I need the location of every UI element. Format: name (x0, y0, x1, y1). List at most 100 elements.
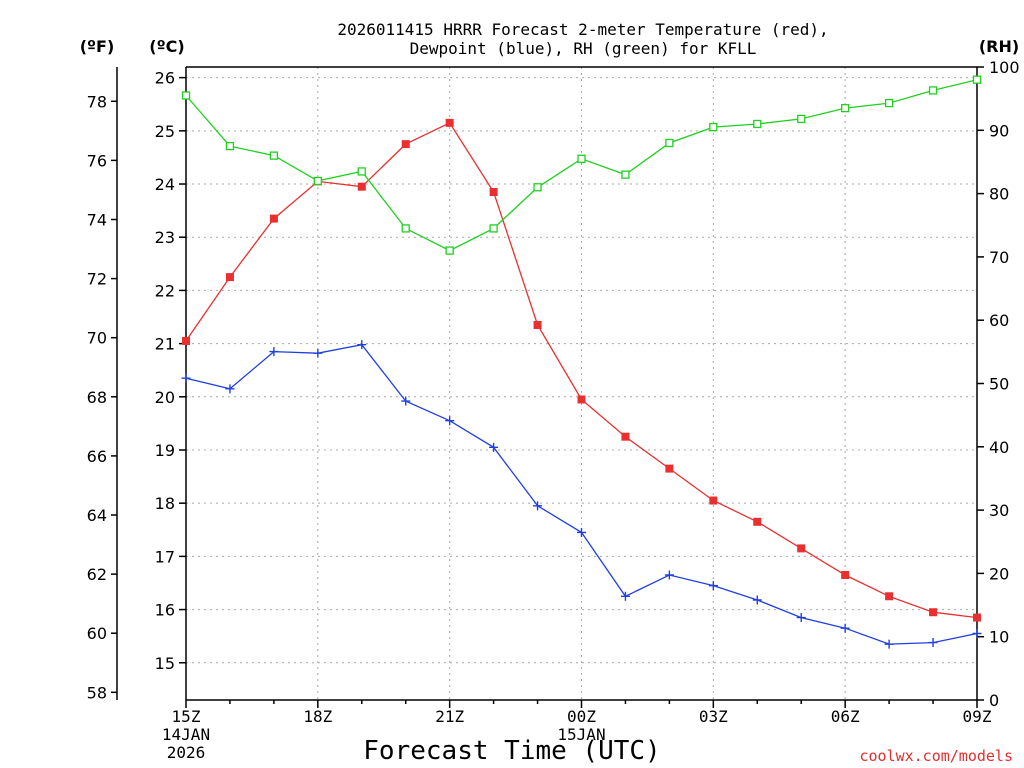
celsius-tick-label: 25 (155, 122, 175, 141)
x-tick-label: 2026 (167, 743, 206, 762)
dewpoint-point (796, 613, 806, 623)
rh-point (489, 224, 498, 233)
2-meter-temperature-point (973, 613, 981, 622)
rh-tick-label: 30 (989, 501, 1009, 520)
rh-tick-label: 70 (989, 248, 1009, 267)
dewpoint-point (533, 501, 543, 511)
2-meter-temperature-point (621, 432, 630, 441)
fahrenheit-tick-label: 64 (87, 506, 107, 525)
2-meter-temperature-point (225, 273, 234, 282)
dewpoint-point (972, 629, 982, 639)
celsius-tick-label: 19 (155, 441, 175, 460)
x-tick-label: 18Z (303, 707, 332, 726)
rh-point (445, 246, 454, 255)
rh-tick-label: 50 (989, 375, 1009, 394)
2-meter-temperature-point (841, 570, 850, 579)
fahrenheit-tick-label: 58 (87, 683, 107, 702)
rh-point (313, 176, 322, 186)
rh-point (884, 98, 894, 108)
2-meter-temperature-point (182, 336, 190, 345)
x-tick-label: 06Z (831, 707, 860, 726)
2-meter-temperature-point (753, 517, 762, 526)
celsius-tick-label: 23 (155, 228, 175, 247)
celsius-tick-label: 17 (155, 547, 175, 566)
unit-celsius-label: (ºC) (149, 37, 184, 56)
rh-tick-label: 60 (989, 311, 1009, 330)
dewpoint-point (840, 623, 850, 633)
fahrenheit-tick-label: 68 (87, 388, 107, 407)
celsius-tick-label: 24 (155, 175, 175, 194)
celsius-tick-label: 26 (155, 69, 175, 88)
2-meter-temperature-point (445, 118, 454, 127)
dewpoint-point (752, 595, 762, 605)
rh-tick-label: 90 (989, 121, 1009, 140)
dewpoint-point (928, 638, 938, 648)
celsius-tick-label: 21 (155, 335, 175, 354)
dewpoint-point (181, 373, 191, 383)
fahrenheit-tick-label: 78 (87, 92, 107, 111)
dewpoint-point (489, 442, 499, 452)
rh-tick-label: 40 (989, 438, 1009, 457)
celsius-tick-label: 15 (155, 654, 175, 673)
rh-tick-label: 0 (989, 691, 999, 710)
2-meter-temperature-point (357, 182, 366, 191)
rh-tick-label: 20 (989, 564, 1009, 583)
rh-tick-label: 80 (989, 185, 1009, 204)
rh-point (533, 183, 542, 192)
x-tick-label: 14JAN (162, 725, 210, 744)
2-meter-temperature-point (533, 320, 542, 329)
rh-point (665, 138, 674, 148)
fahrenheit-tick-label: 74 (87, 210, 107, 229)
2-meter-temperature-point (885, 592, 894, 601)
rh-point (357, 167, 366, 176)
2-meter-temperature-point (709, 496, 718, 505)
dewpoint-point (269, 347, 279, 357)
2-meter-temperature-line (185, 122, 978, 619)
x-tick-label: 00Z (567, 707, 596, 726)
dewpoint-point (225, 384, 235, 394)
dewpoint-point (577, 527, 586, 537)
2-meter-temperature-point (269, 214, 278, 223)
series-layer (181, 75, 982, 649)
rh-point (181, 91, 191, 100)
dewpoint-point (357, 340, 367, 350)
fahrenheit-tick-label: 60 (87, 624, 107, 643)
celsius-tick-label: 20 (155, 388, 175, 407)
2-meter-temperature-point (929, 608, 938, 617)
fahrenheit-tick-label: 62 (87, 565, 107, 584)
dewpoint-point (620, 591, 630, 601)
x-tick-label: 15Z (172, 707, 201, 726)
chart-title-line-2: Dewpoint (blue), RH (green) for KFLL (410, 39, 757, 58)
x-tick-label: 03Z (699, 707, 728, 726)
dewpoint-point (313, 348, 323, 358)
rh-point (928, 86, 938, 95)
fahrenheit-tick-label: 70 (87, 329, 107, 348)
rh-point (841, 103, 850, 113)
axes: 58 60 62 64 66 68 70 72 74 76 78 15 16 17 18 19 20 21 22 23… (87, 58, 1020, 762)
unit-fahrenheit-label: (ºF) (80, 37, 115, 56)
fahrenheit-tick-label: 76 (87, 151, 107, 170)
2-meter-temperature-point (665, 464, 674, 473)
fahrenheit-tick-label: 66 (87, 447, 107, 466)
chart-title-line-1: 2026011415 HRRR Forecast 2-meter Tempera… (337, 20, 828, 39)
x-tick-label: 09Z (963, 707, 992, 726)
dewpoint-point (664, 570, 674, 580)
rh-tick-label: 10 (989, 628, 1009, 647)
dewpoint-point (884, 639, 894, 649)
rh-point (225, 141, 235, 151)
celsius-tick-label: 18 (155, 494, 175, 513)
celsius-tick-label: 22 (155, 281, 175, 300)
rh-point (753, 119, 762, 129)
2-meter-temperature-point (797, 544, 806, 553)
rh-point (797, 114, 806, 124)
dewpoint-point (401, 396, 411, 406)
rh-point (269, 151, 279, 160)
2-meter-temperature-point (489, 188, 498, 197)
rh-point (401, 224, 410, 233)
rh-point (577, 154, 586, 163)
x-axis-label: Forecast Time (UTC) (363, 736, 660, 766)
rh-point (972, 75, 982, 84)
dewpoint-point (708, 581, 718, 591)
celsius-tick-label: 16 (155, 601, 175, 620)
